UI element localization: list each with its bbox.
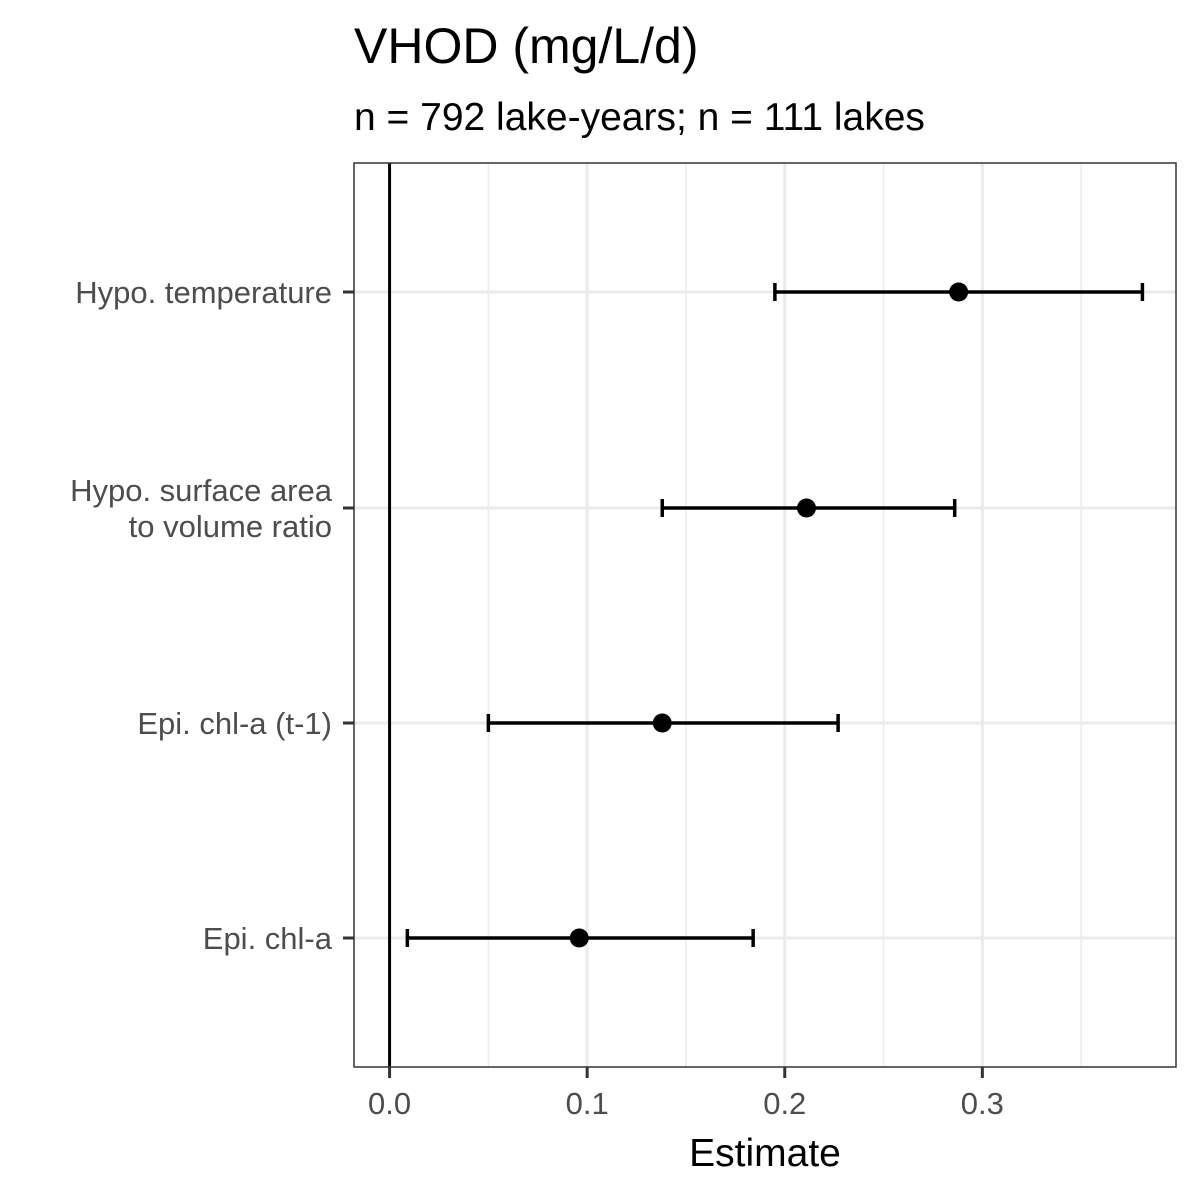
grid <box>354 163 1176 1067</box>
y-axis-label: Epi. chl-a (t-1) <box>137 706 332 741</box>
y-axis-label: to volume ratio <box>129 509 332 544</box>
chart-subtitle: n = 792 lake-years; n = 111 lakes <box>354 96 925 139</box>
x-axis-label: 0.3 <box>961 1086 1004 1121</box>
point-estimate <box>652 713 672 733</box>
x-axis-label: 0.0 <box>368 1086 411 1121</box>
y-axis-label: Hypo. surface area <box>70 473 333 508</box>
estimate-row <box>660 498 957 518</box>
chart-title: VHOD (mg/L/d) <box>354 18 699 74</box>
x-axis-label: 0.1 <box>566 1086 609 1121</box>
panel-border <box>353 162 1177 1068</box>
estimate-row <box>773 282 1145 302</box>
y-axis-label: Epi. chl-a <box>203 921 333 956</box>
point-estimate <box>569 928 589 948</box>
x-axis-label: 0.2 <box>763 1086 806 1121</box>
point-estimate <box>949 282 969 302</box>
estimate-row <box>486 713 840 733</box>
estimate-row <box>405 928 755 948</box>
point-estimate <box>796 498 816 518</box>
x-axis: 0.0 0.1 0.2 0.3 <box>368 1067 1004 1121</box>
x-axis-title: Estimate <box>689 1132 841 1175</box>
estimates-layer <box>405 282 1145 948</box>
y-axis-label: Hypo. temperature <box>75 275 332 310</box>
